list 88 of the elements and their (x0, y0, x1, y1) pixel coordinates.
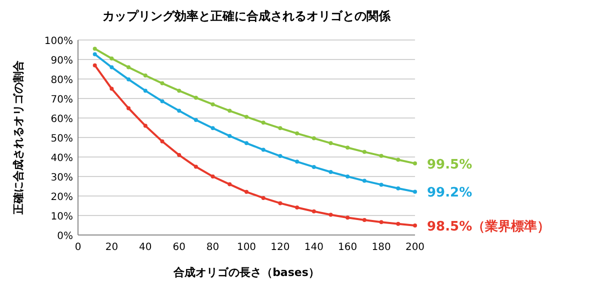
point (362, 150, 366, 154)
x-tick-label: 100 (236, 242, 256, 253)
y-tick-label: 90% (50, 56, 73, 66)
y-tick-label: 60% (50, 114, 73, 125)
x-tick-label: 120 (270, 242, 290, 253)
point (346, 174, 350, 178)
point (110, 56, 114, 61)
x-tick-label: 160 (338, 242, 358, 253)
point (160, 99, 164, 104)
x-tick-label: 80 (206, 242, 220, 253)
chart-title: カップリング効率と正確に合成されるオリゴとの関係 (102, 9, 392, 23)
y-tick-label: 100% (44, 36, 73, 47)
point (244, 190, 248, 194)
point (328, 170, 333, 174)
x-tick-label: 60 (172, 242, 186, 253)
point (210, 174, 215, 178)
y-axis-title: 正確に合成されるオリゴの割合 (12, 60, 25, 216)
point (312, 209, 316, 214)
point (160, 139, 164, 144)
point (177, 88, 182, 93)
point (92, 46, 97, 51)
y-tick-label: 0% (57, 231, 73, 242)
x-tick-label: 140 (304, 242, 324, 253)
point (278, 154, 282, 158)
point (126, 65, 131, 70)
point (194, 96, 198, 100)
point (194, 118, 198, 122)
point (295, 206, 300, 210)
point (126, 77, 131, 82)
point (328, 141, 333, 146)
point (261, 120, 266, 125)
y-tick-label: 10% (50, 212, 73, 222)
y-tick-label: 20% (50, 192, 73, 203)
point (261, 148, 266, 152)
point (194, 164, 198, 169)
point (346, 146, 350, 150)
point (110, 65, 114, 70)
point (413, 161, 417, 166)
point (228, 182, 232, 186)
point (396, 158, 400, 162)
series-label: 98.5%（業界標準） (427, 219, 550, 234)
point (228, 134, 232, 138)
point (210, 102, 215, 106)
point (295, 160, 300, 164)
point (244, 114, 248, 119)
point (328, 212, 333, 217)
point (362, 178, 366, 183)
x-tick-label: 20 (105, 242, 118, 253)
point (143, 124, 148, 128)
point (92, 52, 97, 56)
point (143, 73, 148, 78)
point (413, 223, 417, 228)
point (396, 222, 400, 226)
x-tick-label: 200 (405, 242, 425, 253)
point (278, 126, 282, 130)
point (312, 136, 316, 140)
x-tick-label: 40 (139, 242, 152, 253)
point (261, 196, 266, 200)
point (379, 220, 384, 224)
point (210, 126, 215, 130)
point (244, 141, 248, 146)
point (126, 106, 131, 110)
point (312, 164, 316, 169)
point (346, 216, 350, 220)
y-tick-label: 80% (50, 75, 73, 86)
point (177, 153, 182, 158)
point (160, 81, 164, 86)
point (110, 86, 114, 91)
point (379, 182, 384, 187)
point (362, 218, 366, 222)
series-label: 99.5% (427, 157, 472, 172)
x-tick-label: 180 (372, 242, 391, 253)
point (143, 88, 148, 93)
series-label: 99.2% (427, 186, 472, 201)
point (92, 63, 97, 68)
y-tick-label: 40% (50, 153, 73, 164)
y-tick-label: 30% (50, 172, 73, 184)
x-tick-label: 0 (74, 242, 82, 253)
point (228, 108, 232, 113)
point (177, 108, 182, 113)
point (295, 131, 300, 136)
point (379, 154, 384, 158)
y-tick-label: 50% (50, 134, 73, 144)
point (396, 186, 400, 190)
y-tick-label: 70% (50, 94, 73, 106)
point (413, 190, 417, 194)
point (278, 201, 282, 206)
x-axis-title: 合成オリゴの長さ（bases） (172, 266, 320, 279)
